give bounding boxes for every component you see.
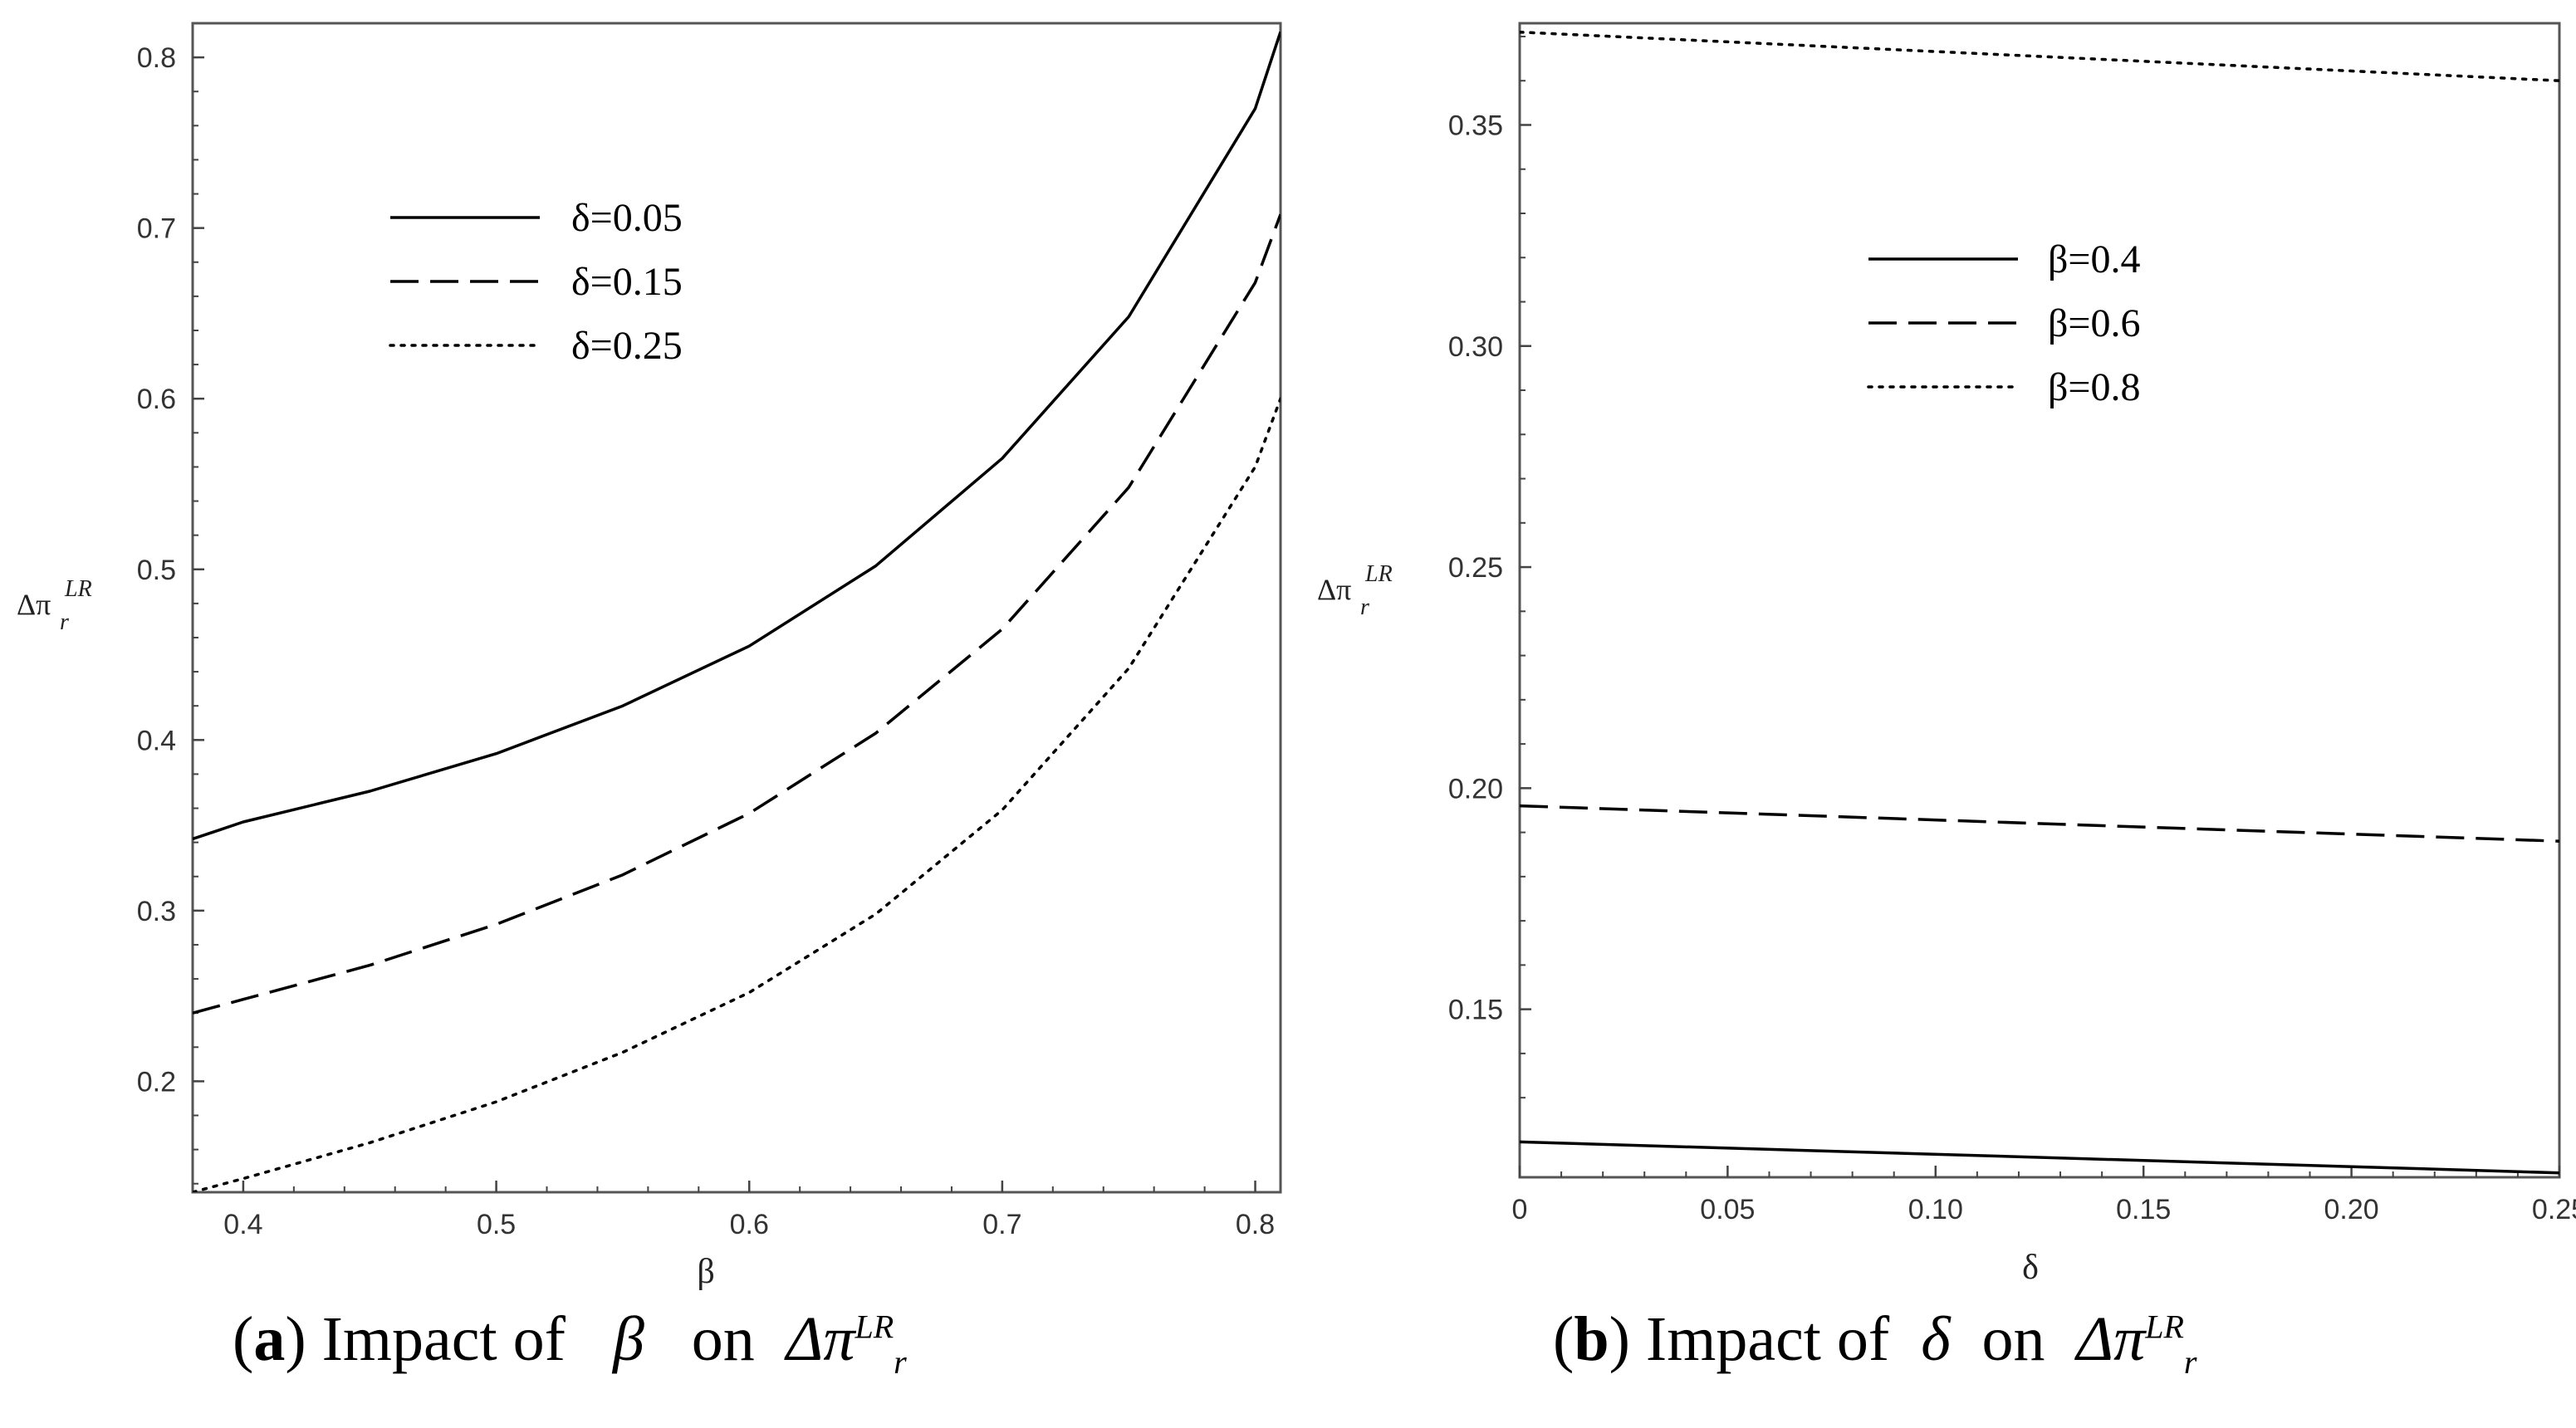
caption-b-symbol: δ	[1921, 1304, 1951, 1374]
caption-b-on: on	[1981, 1304, 2045, 1374]
y-tick-label: 0.3	[137, 896, 176, 927]
legend-label-2: δ=0.15	[571, 260, 683, 304]
x-tick-label: 0	[1512, 1194, 1528, 1225]
series-line-3	[1520, 30, 2559, 82]
y-tick-label: 0.4	[137, 725, 176, 756]
series-line-1	[193, 31, 1281, 841]
chart-a: 0.2 0.3 0.4 0.5 0.6 0.7 0.8 0.4 0.5 0.6 0.7 0.8 β Δπ L…	[17, 22, 1282, 1291]
y-tick-label: 0.35	[1448, 110, 1503, 141]
y-tick-label: 0.8	[137, 42, 176, 74]
x-tick-label: 0.8	[1236, 1209, 1275, 1240]
caption-b-text: Impact of	[1645, 1304, 1890, 1374]
x-tick-label: 0.4	[223, 1209, 262, 1240]
y-tick-label: 0.25	[1448, 552, 1503, 584]
plot-frame	[1518, 22, 2561, 1179]
y-axis-label: Δπ	[17, 588, 51, 621]
caption-b-letter: b	[1574, 1304, 1609, 1374]
x-tick-label: 0.10	[1908, 1194, 1963, 1225]
caption-b-sub: r	[2183, 1343, 2197, 1382]
plot-frame	[191, 22, 1282, 1194]
y-axis-label-sup: LR	[64, 576, 92, 602]
caption-a-text: Impact of	[321, 1304, 566, 1374]
x-tick-label: 0.5	[477, 1209, 516, 1240]
y-axis-label-sub: r	[1360, 594, 1369, 620]
caption-a-target: Δπ	[786, 1304, 855, 1374]
y-axis-label: Δπ	[1317, 573, 1351, 606]
legend-label-2: β=0.6	[2048, 301, 2141, 345]
caption-a-sub: r	[894, 1343, 907, 1382]
caption-a-on: on	[691, 1304, 755, 1374]
legend-label-3: β=0.8	[2048, 365, 2141, 409]
caption-a-letter: a	[253, 1304, 286, 1374]
series-line-1	[1520, 1140, 2559, 1175]
caption-b: (b) Impact of δ on ΔπLRr	[1553, 1304, 2197, 1382]
y-tick-label: 0.5	[137, 555, 176, 586]
caption-b-sup: LR	[2145, 1308, 2184, 1346]
x-axis-label: β	[697, 1253, 714, 1291]
y-tick-label: 0.20	[1448, 773, 1503, 804]
legend-label-3: δ=0.25	[571, 324, 683, 368]
series-line-2	[193, 213, 1281, 1015]
series-line-3	[193, 397, 1281, 1192]
caption-a-sup: LR	[855, 1308, 894, 1346]
y-tick-label: 0.6	[137, 384, 176, 415]
y-axis-label-sup: LR	[1364, 561, 1393, 587]
legend-label-1: β=0.4	[2048, 237, 2141, 281]
series-line-2	[1520, 804, 2559, 843]
y-axis-label-sub: r	[60, 609, 69, 635]
chart-b: 0.15 0.20 0.25 0.30 0.35 0 0.05 0.10 0.15 0.20 0.2…	[1317, 22, 2576, 1287]
x-tick-label: 0.20	[2324, 1194, 2379, 1225]
y-tick-label: 0.15	[1448, 995, 1503, 1026]
caption-b-target: Δπ	[2076, 1304, 2146, 1374]
x-tick-label: 0.25	[2532, 1194, 2576, 1225]
x-tick-label: 0.6	[730, 1209, 769, 1240]
x-tick-label: 0.05	[1700, 1194, 1755, 1225]
caption-a: (a) Impact of β on ΔπLRr	[233, 1304, 907, 1382]
x-tick-label: 0.15	[2116, 1194, 2171, 1225]
y-tick-label: 0.7	[137, 213, 176, 245]
x-axis-label: δ	[2022, 1249, 2039, 1287]
legend-label-1: δ=0.05	[571, 196, 683, 240]
x-tick-label: 0.7	[982, 1209, 1021, 1240]
y-tick-label: 0.2	[137, 1066, 176, 1098]
y-tick-label: 0.30	[1448, 331, 1503, 363]
caption-a-symbol: β	[612, 1304, 644, 1374]
